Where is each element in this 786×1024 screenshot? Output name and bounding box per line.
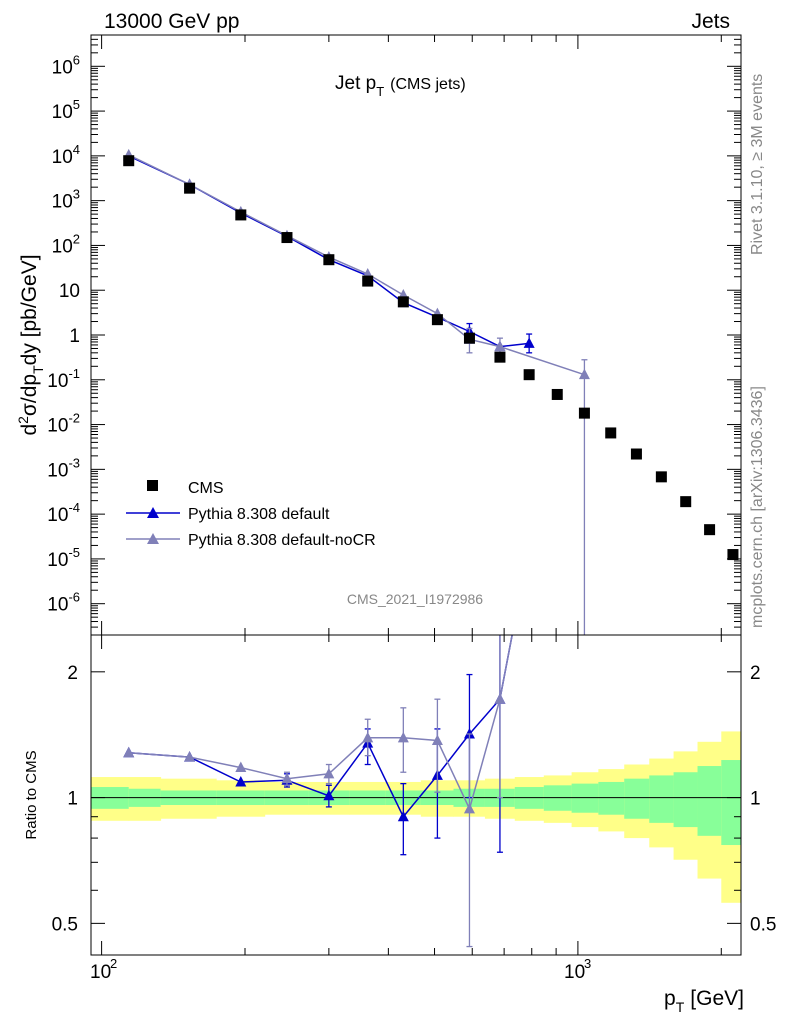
main-line-pythia-8-308-default-nocr <box>128 154 585 376</box>
data-point-triangle <box>397 731 409 743</box>
legend-label-nocr: Pythia 8.308 default-noCR <box>188 532 376 549</box>
green-band-bin <box>697 766 722 836</box>
data-point-triangle <box>323 789 335 801</box>
data-point-triangle <box>235 761 247 773</box>
green-band-bin <box>624 778 650 819</box>
y-tick-label: 104 <box>52 142 80 168</box>
data-point-cms <box>494 351 506 363</box>
green-band-bin <box>571 783 599 813</box>
ratio-y-tick-label-left: 1 <box>67 789 78 810</box>
ratio-y-tick-label-right: 1 <box>750 789 761 810</box>
analysis-label: CMS_2021_I1972986 <box>347 591 483 607</box>
y-tick-label: 105 <box>52 97 80 123</box>
data-point-cms <box>463 332 475 344</box>
data-point-cms <box>431 314 443 326</box>
y-tick-label: 102 <box>52 231 80 257</box>
data-point-cms <box>362 275 374 287</box>
y-tick-label: 106 <box>52 52 80 78</box>
data-point-triangle <box>578 368 590 380</box>
x-tick-label-100: 10 2 <box>90 956 117 983</box>
y-tick-label: 10-5 <box>47 545 80 571</box>
data-point-triangle <box>431 734 443 745</box>
data-point-cms <box>578 407 590 419</box>
y-tick-label: 10-4 <box>47 500 80 526</box>
x-tick-label-100-exp: 2 <box>110 956 117 971</box>
green-band-bin <box>673 772 699 828</box>
data-point-cms <box>727 549 739 561</box>
data-point-triangle <box>524 540 535 551</box>
ratio-y-axis-label: Ratio to CMS <box>23 750 40 839</box>
y-tick-label: 10-2 <box>47 411 80 437</box>
y-tick-labels: 10610510410310210110-110-210-310-410-510… <box>47 52 776 935</box>
data-point-triangle <box>397 810 409 822</box>
x-tick-label-1000-base: 10 <box>564 962 585 983</box>
data-point-cms <box>235 209 247 221</box>
data-point-triangle <box>123 746 135 758</box>
data-point-cms <box>630 448 642 460</box>
green-band-bin <box>598 781 625 815</box>
data-point-triangle <box>524 540 535 551</box>
ratio-y-tick-label-left: 0.5 <box>52 914 78 935</box>
data-point-cms <box>655 471 667 483</box>
x-tick-label-1000-exp: 3 <box>584 956 591 971</box>
green-band-bin <box>649 775 675 823</box>
y-axis-label: d2σ/dpTdy [pb/GeV] <box>15 254 46 435</box>
data-point-cms <box>605 427 617 439</box>
ratio-uncertainty-bands <box>91 731 741 903</box>
data-point-triangle <box>523 337 535 348</box>
x-tick-label-1000: 10 3 <box>564 956 591 983</box>
axis-ticks <box>91 34 741 955</box>
data-point-cms <box>123 155 135 167</box>
data-point-triangle <box>494 693 506 704</box>
data-point-triangle <box>323 767 335 779</box>
legend-marker-nocr <box>147 533 159 544</box>
data-point-cms <box>523 369 535 381</box>
legend-label-default: Pythia 8.308 default <box>188 506 330 523</box>
y-tick-label: 103 <box>52 187 80 213</box>
main-plot-title: Jet pT (CMS jets) <box>335 73 466 99</box>
legend-marker-default <box>147 507 159 518</box>
data-point-cms <box>551 388 563 400</box>
data-point-cms <box>397 296 409 308</box>
legend-label-cms: CMS <box>188 480 224 497</box>
header-right: Jets <box>691 10 730 33</box>
legend: CMS Pythia 8.308 default Pythia 8.308 de… <box>126 480 376 549</box>
x-axis-label: pT [GeV] <box>664 987 744 1015</box>
main-plot-series <box>123 148 739 635</box>
y-tick-label: 10 <box>59 281 80 302</box>
y-tick-label: 1 <box>69 326 80 347</box>
data-point-cms <box>323 254 335 266</box>
green-band-bin <box>721 760 741 846</box>
y-tick-label: 10-6 <box>47 590 80 616</box>
rivet-label: Rivet 3.1.10, ≥ 3M events <box>749 74 766 255</box>
ratio-y-tick-label-left: 2 <box>67 663 78 684</box>
y-tick-label: 10-1 <box>47 366 80 392</box>
y-tick-label: 10-3 <box>47 455 80 481</box>
data-point-triangle <box>235 775 247 787</box>
data-point-cms <box>680 496 692 508</box>
data-point-cms <box>281 232 293 244</box>
data-point-triangle <box>362 731 374 743</box>
ratio-y-tick-label-right: 2 <box>750 663 761 684</box>
mcplots-label: mcplots.cern.ch [arXiv:1306.3436] <box>749 386 766 628</box>
header-left: 13000 GeV pp <box>104 10 239 33</box>
ratio-plot-frame <box>90 634 742 956</box>
ratio-plot-series <box>123 540 535 948</box>
data-point-cms <box>184 182 196 194</box>
x-tick-label-100-base: 10 <box>90 962 111 983</box>
data-point-triangle <box>281 772 293 784</box>
legend-marker-cms <box>147 480 158 491</box>
ratio-y-tick-label-right: 0.5 <box>750 914 776 935</box>
data-point-triangle <box>463 727 475 739</box>
data-point-triangle <box>463 802 475 814</box>
data-point-triangle <box>184 751 196 762</box>
data-point-triangle <box>494 340 506 352</box>
data-point-cms <box>704 524 716 536</box>
